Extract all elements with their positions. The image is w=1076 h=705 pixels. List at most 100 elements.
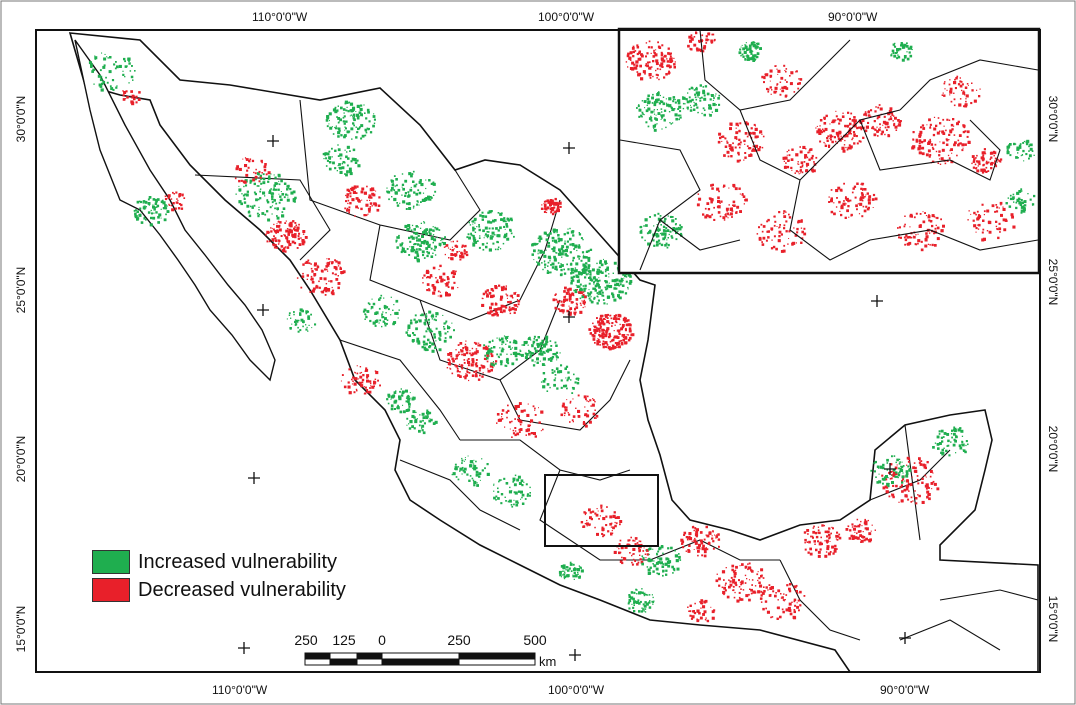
decreased-pixel [428,288,430,290]
decreased-pixel [779,88,781,90]
increased-pixel [434,226,436,229]
increased-pixel [510,232,513,235]
decreased-pixel [464,377,467,380]
increased-pixel [582,285,585,287]
increased-pixel [495,495,498,498]
decreased-pixel [694,537,696,540]
increased-pixel [542,351,545,354]
increased-pixel [115,86,118,89]
increased-pixel [271,201,274,204]
increased-pixel [423,239,427,243]
decreased-pixel [804,538,807,542]
decreased-pixel [504,306,508,309]
increased-pixel [383,305,387,308]
decreased-pixel [529,424,531,426]
increased-pixel [332,126,333,128]
decreased-pixel [282,249,286,253]
increased-pixel [157,216,160,219]
increased-pixel [641,111,644,114]
increased-pixel [644,107,646,109]
increased-pixel [464,459,466,461]
decreased-pixel [773,90,776,93]
decreased-pixel [453,272,456,276]
increased-pixel [155,211,158,214]
decreased-pixel [929,140,932,143]
decreased-pixel [998,159,1001,162]
increased-pixel [689,99,692,103]
decreased-pixel [712,547,715,550]
decreased-pixel [655,59,659,63]
increased-pixel [953,432,956,436]
increased-pixel [598,290,602,294]
decreased-pixel [620,339,623,342]
increased-pixel [268,175,271,178]
decreased-pixel [568,305,570,307]
decreased-pixel [474,351,478,355]
decreased-pixel [280,235,283,237]
decreased-pixel [360,384,364,388]
increased-pixel [422,231,425,235]
decreased-pixel [628,327,632,330]
increased-pixel [166,205,168,207]
increased-pixel [475,473,479,477]
increased-pixel [591,268,595,272]
increased-pixel [238,185,240,187]
increased-pixel [412,341,414,343]
increased-pixel [554,374,557,376]
decreased-pixel [584,413,588,417]
increased-pixel [680,226,683,229]
increased-pixel [908,51,911,54]
increased-pixel [514,346,518,350]
decreased-pixel [341,374,344,376]
increased-pixel [128,62,131,65]
increased-pixel [425,247,429,250]
increased-pixel [392,183,394,185]
increased-pixel [477,240,479,242]
decreased-pixel [847,111,850,114]
decreased-pixel [905,479,909,483]
decreased-pixel [495,302,497,304]
increased-pixel [505,220,507,223]
decreased-pixel [687,549,690,552]
decreased-pixel [491,314,494,317]
increased-pixel [334,167,337,170]
increased-pixel [259,174,262,178]
decreased-pixel [130,90,133,93]
increased-pixel [289,188,292,191]
increased-pixel [142,200,146,203]
increased-pixel [361,134,365,138]
increased-pixel [655,567,659,571]
increased-pixel [650,115,652,117]
decreased-pixel [930,482,934,485]
decreased-pixel [782,158,785,160]
decreased-pixel [291,234,295,237]
increased-pixel [167,211,170,213]
decreased-pixel [831,135,834,138]
decreased-pixel [748,154,751,157]
increased-pixel [381,316,384,319]
increased-pixel [892,43,895,46]
increased-pixel [430,182,433,185]
decreased-pixel [915,497,918,500]
decreased-pixel [804,156,807,159]
increased-pixel [398,397,402,401]
decreased-pixel [806,165,808,168]
increased-pixel [282,207,286,210]
decreased-pixel [447,247,450,249]
increased-pixel [693,101,695,103]
decreased-pixel [585,522,589,526]
increased-pixel [426,409,429,412]
increased-pixel [550,264,552,266]
increased-pixel [903,43,907,47]
decreased-pixel [248,160,251,163]
increased-pixel [252,205,254,207]
increased-pixel [449,335,452,339]
increased-pixel [645,549,647,551]
inset-vulnerability-patches [625,31,1036,253]
increased-pixel [511,347,513,349]
decreased-pixel [480,368,482,370]
increased-pixel [671,219,675,223]
decreased-pixel [589,511,593,514]
decreased-pixel [516,294,520,297]
increased-pixel [693,89,696,91]
